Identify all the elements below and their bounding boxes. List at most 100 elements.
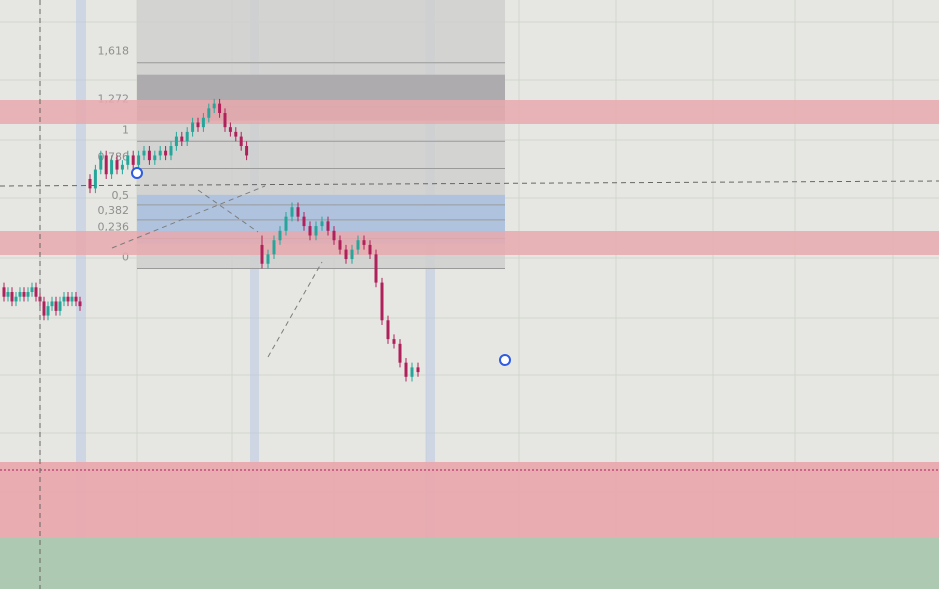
candle[interactable] bbox=[332, 226, 336, 245]
candle[interactable] bbox=[153, 150, 157, 165]
candle[interactable] bbox=[115, 155, 119, 175]
candle[interactable] bbox=[104, 150, 108, 179]
candle[interactable] bbox=[338, 235, 342, 255]
fib-anchor-handle-bottom[interactable] bbox=[499, 354, 511, 366]
candle[interactable] bbox=[374, 249, 378, 288]
candle[interactable] bbox=[142, 146, 146, 161]
candle[interactable] bbox=[174, 131, 178, 151]
candle[interactable] bbox=[266, 249, 270, 269]
candle[interactable] bbox=[18, 287, 22, 302]
candle[interactable] bbox=[164, 146, 168, 161]
candle[interactable] bbox=[368, 240, 372, 260]
candle[interactable] bbox=[380, 277, 384, 325]
candle[interactable] bbox=[158, 146, 162, 161]
candle[interactable] bbox=[62, 292, 66, 307]
trend-line[interactable] bbox=[111, 185, 266, 249]
candle[interactable] bbox=[410, 362, 414, 382]
candle[interactable] bbox=[126, 150, 130, 170]
candles-layer[interactable] bbox=[2, 98, 420, 382]
candle[interactable] bbox=[50, 296, 54, 311]
candle[interactable] bbox=[350, 244, 354, 264]
candle[interactable] bbox=[137, 150, 141, 170]
candle[interactable] bbox=[34, 282, 38, 302]
candle[interactable] bbox=[272, 235, 276, 260]
candle[interactable] bbox=[2, 282, 6, 302]
candle-body bbox=[104, 155, 108, 175]
candle[interactable] bbox=[356, 235, 360, 255]
candle[interactable] bbox=[278, 226, 282, 245]
candle[interactable] bbox=[290, 202, 294, 222]
candle[interactable] bbox=[74, 292, 78, 307]
candle[interactable] bbox=[234, 127, 238, 142]
candle[interactable] bbox=[404, 357, 408, 382]
candle-body bbox=[164, 150, 168, 156]
candle[interactable] bbox=[212, 98, 216, 114]
candle[interactable] bbox=[120, 160, 124, 175]
candle[interactable] bbox=[308, 221, 312, 241]
candle[interactable] bbox=[392, 334, 396, 349]
candle[interactable] bbox=[6, 287, 10, 302]
candle[interactable] bbox=[320, 216, 324, 231]
candle[interactable] bbox=[185, 127, 189, 147]
candle[interactable] bbox=[66, 292, 70, 307]
candle[interactable] bbox=[10, 287, 14, 307]
handles-layer[interactable] bbox=[131, 167, 511, 366]
candle[interactable] bbox=[207, 103, 211, 123]
candle[interactable] bbox=[78, 296, 82, 311]
candle[interactable] bbox=[54, 296, 58, 316]
candle-body bbox=[320, 221, 324, 227]
trend-line[interactable] bbox=[267, 261, 323, 358]
candle[interactable] bbox=[110, 155, 114, 179]
candle[interactable] bbox=[88, 174, 92, 194]
candle[interactable] bbox=[70, 292, 74, 307]
candle[interactable] bbox=[398, 339, 402, 368]
candle[interactable] bbox=[191, 117, 195, 137]
resistance-zone-mid bbox=[0, 231, 939, 255]
candle[interactable] bbox=[218, 98, 222, 118]
candle-body bbox=[223, 113, 227, 128]
candle-body bbox=[314, 226, 318, 236]
candle[interactable] bbox=[99, 150, 103, 175]
candle[interactable] bbox=[58, 296, 62, 316]
candle[interactable] bbox=[302, 211, 306, 231]
candle[interactable] bbox=[284, 211, 288, 236]
support-zone bbox=[0, 462, 939, 538]
candle[interactable] bbox=[201, 113, 205, 132]
candle[interactable] bbox=[42, 296, 46, 321]
candle[interactable] bbox=[260, 235, 264, 269]
candle[interactable] bbox=[362, 235, 366, 250]
candle[interactable] bbox=[344, 244, 348, 264]
candle-body bbox=[332, 230, 336, 241]
candle[interactable] bbox=[296, 202, 300, 222]
candle[interactable] bbox=[46, 301, 50, 321]
candle[interactable] bbox=[239, 131, 243, 151]
candle[interactable] bbox=[223, 108, 227, 132]
trendline-layer[interactable] bbox=[111, 185, 323, 358]
candle[interactable] bbox=[416, 362, 420, 377]
candle[interactable] bbox=[228, 122, 232, 137]
candle[interactable] bbox=[14, 292, 18, 307]
candle[interactable] bbox=[30, 282, 34, 297]
candle[interactable] bbox=[26, 287, 30, 302]
fib-level-label: 0 bbox=[122, 250, 129, 263]
candle[interactable] bbox=[169, 141, 173, 161]
trend-line[interactable] bbox=[197, 189, 259, 233]
candle[interactable] bbox=[314, 221, 318, 241]
candle[interactable] bbox=[196, 117, 200, 132]
candle-body bbox=[180, 136, 184, 142]
fib-level-label: 1 bbox=[122, 123, 129, 136]
fib-anchor-handle-top[interactable] bbox=[131, 167, 143, 179]
candle-body bbox=[272, 240, 276, 255]
candle[interactable] bbox=[22, 287, 26, 302]
candle[interactable] bbox=[326, 216, 330, 236]
candle-body bbox=[58, 301, 62, 311]
candle-body bbox=[120, 164, 124, 170]
candle[interactable] bbox=[386, 315, 390, 344]
candle[interactable] bbox=[180, 131, 184, 147]
candle[interactable] bbox=[93, 164, 97, 194]
candle[interactable] bbox=[245, 141, 249, 161]
candle[interactable] bbox=[131, 150, 135, 170]
candle[interactable] bbox=[147, 146, 151, 165]
